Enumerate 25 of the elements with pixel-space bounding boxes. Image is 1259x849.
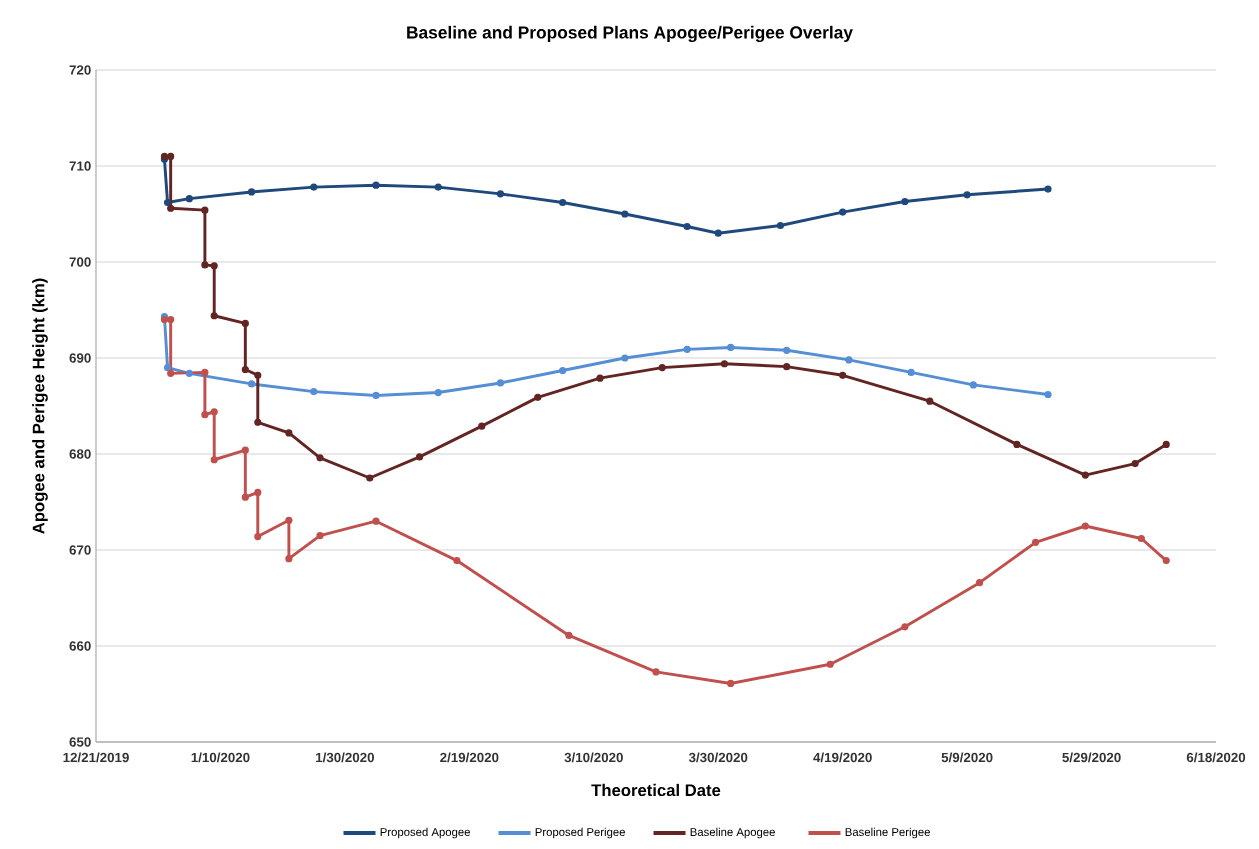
x-tick-label: 12/21/2019 <box>63 752 129 763</box>
legend-label: Proposed Apogee <box>380 827 470 839</box>
y-tick-label: 710 <box>69 161 91 171</box>
x-axis-title: Theoretical Date <box>591 783 721 797</box>
x-tick-label: 4/19/2020 <box>813 752 872 763</box>
x-tick-label: 1/10/2020 <box>191 752 250 763</box>
x-tick-label: 2/19/2020 <box>440 752 499 763</box>
x-tick-label: 5/9/2020 <box>941 752 993 763</box>
legend-label: Proposed Perigee <box>535 827 625 839</box>
y-axis-title: Apogee and Perigee Height (km) <box>32 278 48 534</box>
chart-title: Baseline and Proposed Plans Apogee/Perigee Overlay <box>407 25 853 43</box>
x-tick-label: 3/30/2020 <box>688 752 748 763</box>
x-tick-label: 3/10/2020 <box>564 752 623 763</box>
legend-label: Baseline Apogee <box>690 827 775 839</box>
y-tick-label: 690 <box>69 353 91 363</box>
y-tick-label: 660 <box>69 641 91 651</box>
y-tick-label: 680 <box>69 449 91 459</box>
y-tick-label: 700 <box>69 257 91 267</box>
y-tick-label: 670 <box>69 545 91 555</box>
x-tick-label: 5/29/2020 <box>1062 752 1121 763</box>
y-tick-label: 650 <box>69 737 91 747</box>
y-tick-label: 720 <box>69 65 91 75</box>
x-tick-label: 6/18/2020 <box>1186 752 1246 763</box>
x-tick-label: 1/30/2020 <box>316 752 375 763</box>
legend-label: Baseline Perigee <box>845 827 930 839</box>
